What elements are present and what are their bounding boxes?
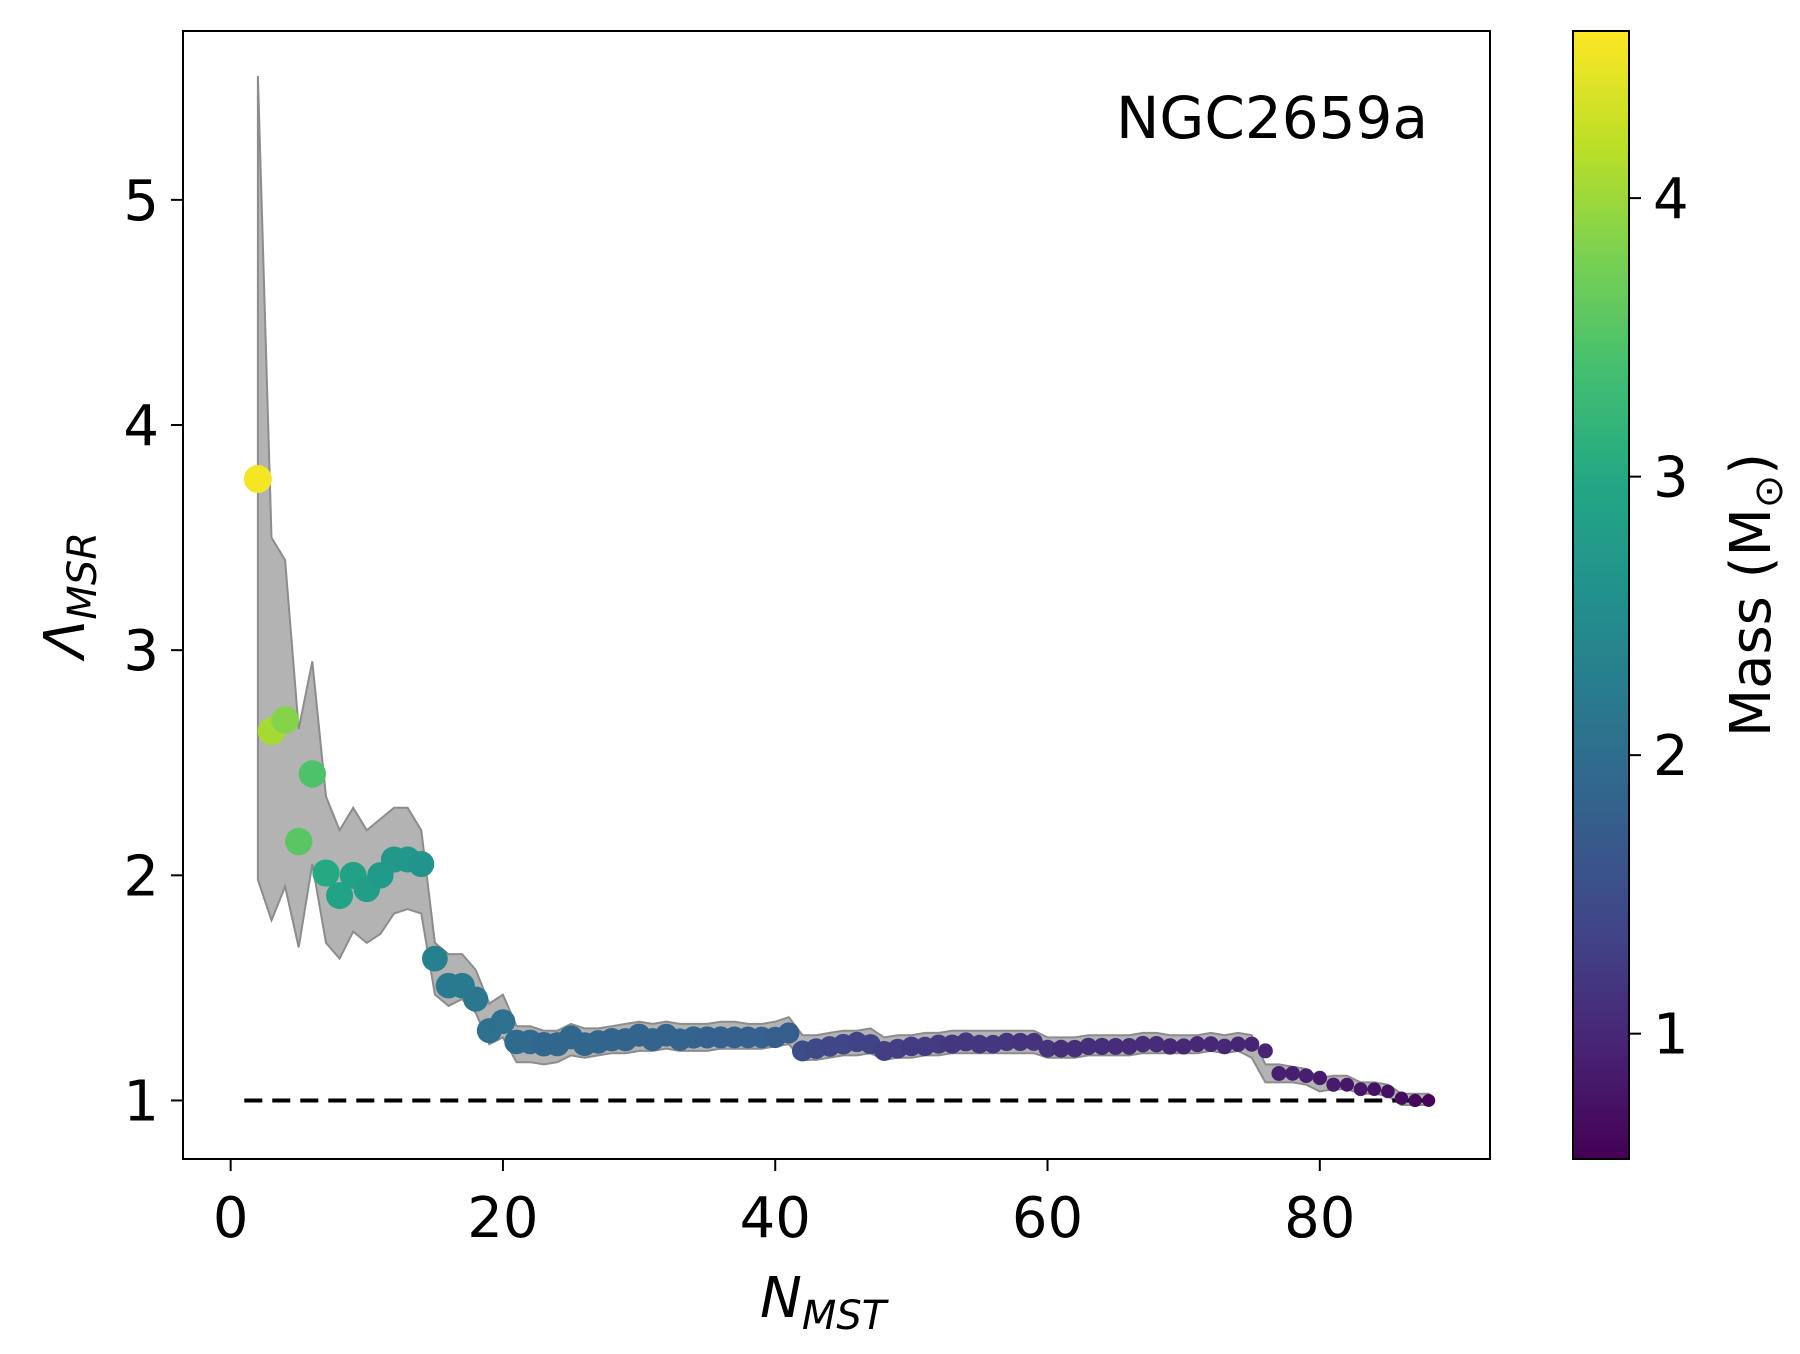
- data-point: [298, 760, 327, 788]
- y-axis-ticks: 1 2 3 4 5: [123, 169, 183, 1134]
- data-point: [1381, 1084, 1395, 1099]
- y-axis-title-main: Λ: [33, 620, 98, 662]
- data-point: [997, 1032, 1016, 1052]
- colorbar-title-text: Mass (M: [1719, 508, 1784, 737]
- data-point: [285, 827, 313, 856]
- data-point: [243, 465, 272, 494]
- data-point: [1367, 1082, 1382, 1097]
- colorbar-title-symbol: ⊙: [1746, 475, 1792, 509]
- data-point: [1148, 1035, 1165, 1053]
- data-point: [1216, 1038, 1233, 1055]
- data-point: [490, 1009, 516, 1035]
- data-point: [1107, 1037, 1125, 1055]
- data-point: [1161, 1038, 1179, 1055]
- data-point: [1257, 1043, 1273, 1059]
- x-tick-label: 40: [740, 1186, 811, 1251]
- data-point: [421, 945, 448, 972]
- data-point: [408, 851, 435, 878]
- colorbar-gradient: [1572, 30, 1630, 1160]
- data-point: [1340, 1077, 1355, 1092]
- data-point: [1422, 1093, 1436, 1107]
- data-point: [1093, 1037, 1111, 1056]
- data-point: [271, 706, 299, 734]
- y-tick-label: 4: [123, 394, 159, 459]
- data-point: [1312, 1070, 1328, 1086]
- data-point: [1024, 1032, 1043, 1051]
- y-tick-label: 1: [123, 1069, 159, 1134]
- data-point: [1230, 1036, 1246, 1052]
- colorbar-tick-label: 1: [1653, 1003, 1689, 1068]
- data-point: [1052, 1039, 1071, 1058]
- y-tick-label: 5: [123, 169, 159, 234]
- data-point: [1134, 1035, 1152, 1053]
- data-point: [983, 1034, 1003, 1054]
- cluster-annotation: NGC2659a: [1116, 84, 1428, 152]
- colorbar-tick-label: 4: [1653, 167, 1689, 232]
- data-point: [1011, 1032, 1030, 1052]
- data-point: [1298, 1068, 1314, 1083]
- data-point: [1271, 1065, 1287, 1081]
- x-axis-ticks: 0 20 40 60 80: [213, 1159, 1355, 1251]
- y-tick-label: 2: [123, 844, 159, 909]
- data-points-layer: [243, 465, 1436, 1108]
- data-point: [1065, 1039, 1084, 1058]
- data-point: [463, 986, 489, 1012]
- x-tick-label: 60: [1012, 1186, 1083, 1251]
- colorbar-title-end: ): [1719, 453, 1784, 475]
- data-point: [1353, 1082, 1368, 1097]
- colorbar-ticks: 1 2 3 4: [1629, 167, 1689, 1068]
- y-axis-title: ΛMSR: [33, 532, 106, 662]
- data-point: [1203, 1036, 1219, 1053]
- colorbar-tick-label: 3: [1653, 446, 1689, 511]
- data-point: [1408, 1093, 1422, 1108]
- x-tick-label: 20: [467, 1186, 538, 1251]
- data-point: [970, 1034, 989, 1054]
- data-point: [1175, 1038, 1192, 1055]
- data-point: [1285, 1066, 1300, 1081]
- y-tick-label: 3: [123, 619, 159, 684]
- x-axis-title-sub: MST: [802, 1293, 890, 1339]
- data-point: [929, 1034, 949, 1054]
- colorbar-tick-label: 2: [1653, 724, 1689, 789]
- data-point: [1038, 1039, 1057, 1058]
- x-axis-title: NMST: [760, 1266, 890, 1339]
- colorbar-title: Mass (M⊙): [1719, 453, 1792, 737]
- data-point: [901, 1036, 922, 1057]
- data-point: [1079, 1037, 1098, 1056]
- x-axis-title-main: N: [760, 1266, 802, 1331]
- data-point: [778, 1022, 800, 1044]
- plot-frame: [182, 30, 1491, 1160]
- data-point: [1189, 1036, 1206, 1053]
- data-point: [312, 859, 340, 887]
- plot-area: 0 20 40 60 80 1 2 3 4 5 NGC2659a: [123, 30, 1491, 1251]
- colorbar: 1 2 3 4 Mass (M⊙): [1572, 30, 1792, 1160]
- data-point: [1394, 1091, 1409, 1105]
- data-point: [1244, 1036, 1260, 1052]
- y-axis-title-sub: MSR: [60, 532, 106, 620]
- data-point: [326, 882, 354, 910]
- x-tick-label: 0: [213, 1186, 249, 1251]
- data-point: [1326, 1077, 1341, 1092]
- x-tick-label: 80: [1284, 1186, 1355, 1251]
- data-point: [1120, 1038, 1138, 1055]
